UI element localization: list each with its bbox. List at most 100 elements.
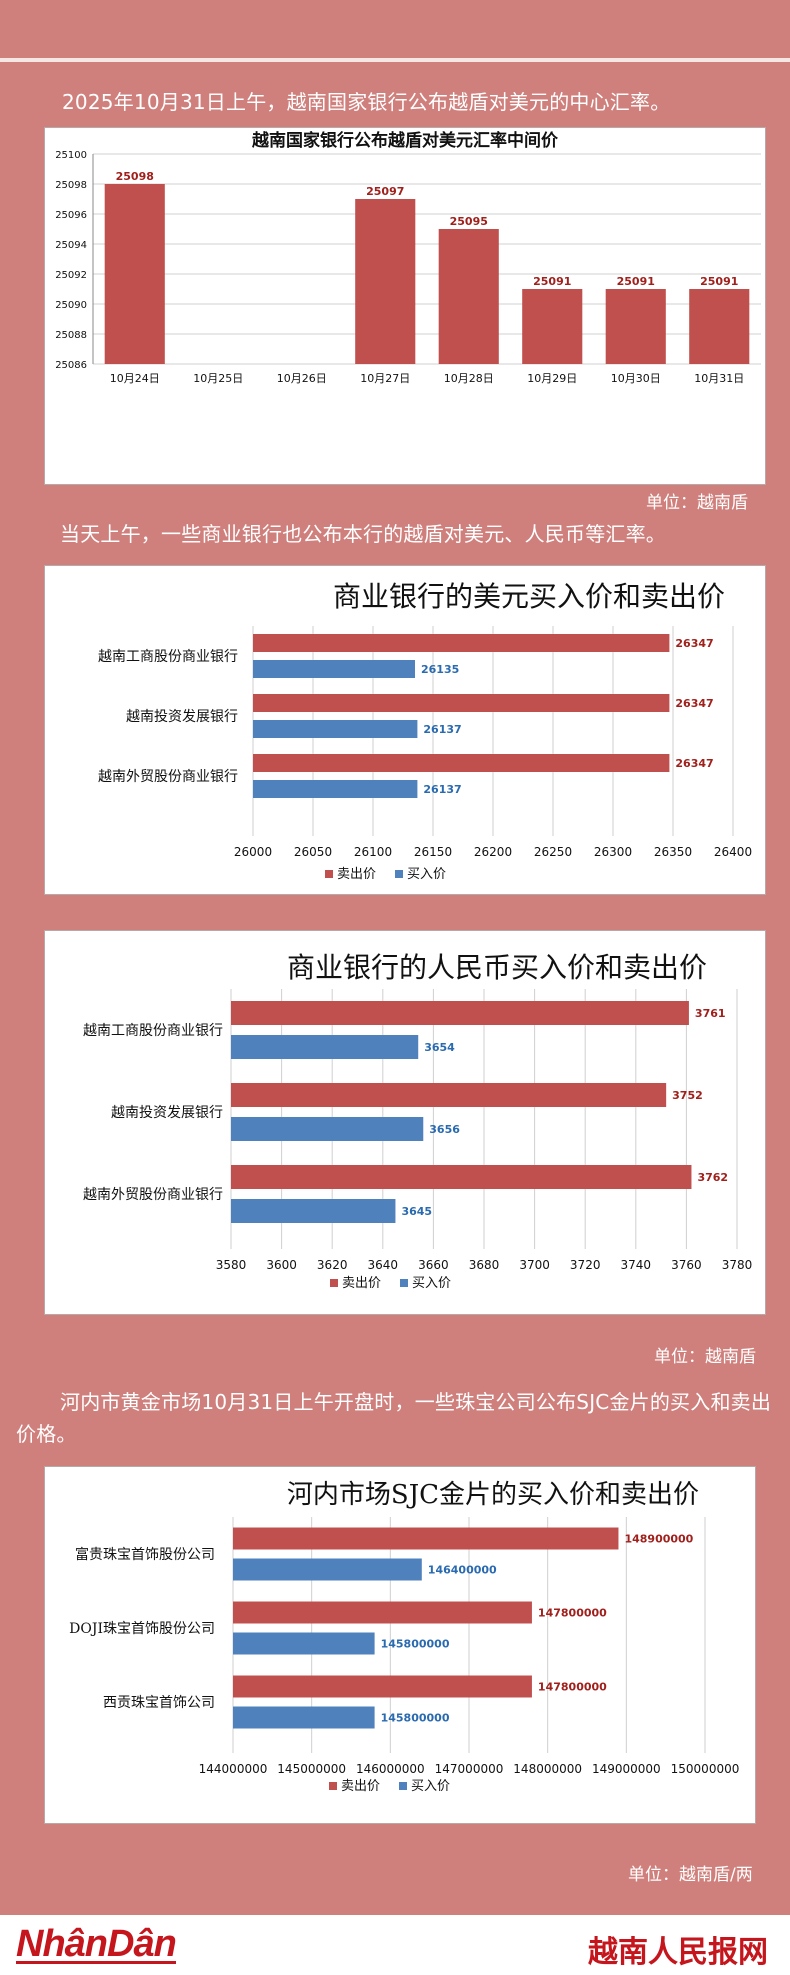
chart-panel-cny: 商业银行的人民币买入价和卖出价 3580 3600 3620 3640 3660 3680 3… [44, 930, 766, 1315]
y-tick-label: 25098 [55, 180, 87, 191]
x-tick-label: 10月29日 [527, 372, 577, 385]
chart-usd-rates: 商业银行的美元买入价和卖出价 26000 26050 26100 26150 26200 2… [98, 580, 752, 882]
data-label: 25091 [617, 275, 655, 288]
x-tick-label: 144000000 [199, 1762, 268, 1776]
legend-label: 买入价 [411, 1779, 450, 1794]
y-tick-label: 25090 [55, 300, 87, 311]
sell-bar [233, 1675, 532, 1698]
sell-bar [253, 634, 670, 652]
chart-panel-central-rate: 越南国家银行公布越盾对美元汇率中间价 25086 25088 25090 25092 25… [44, 127, 766, 485]
data-label: 147800000 [538, 1607, 607, 1620]
x-tick-label: 26050 [294, 845, 332, 859]
unit-label-2: 单位：越南盾 [654, 1347, 756, 1367]
chart-title: 商业银行的美元买入价和卖出价 [333, 580, 725, 613]
category-label: 越南外贸股份商业银行 [83, 1187, 223, 1203]
chart-central-rate: 越南国家银行公布越盾对美元汇率中间价 25086 25088 25090 25092 25… [55, 130, 761, 385]
category-label: 越南外贸股份商业银行 [98, 769, 238, 785]
buy-bar [231, 1035, 419, 1059]
x-tick-label: 145000000 [277, 1762, 346, 1776]
chart-panel-gold: 河内市场SJC金片的买入价和卖出价 144000000 145000000 14600… [44, 1466, 756, 1824]
x-tick-label: 3720 [570, 1258, 601, 1272]
legend-swatch-buy [399, 1782, 407, 1790]
data-label: 26135 [421, 663, 459, 676]
bar [689, 289, 750, 364]
x-tick-label: 26300 [594, 845, 632, 859]
x-tick-label: 26100 [354, 845, 392, 859]
data-label: 3645 [401, 1205, 432, 1218]
x-tick-label: 26250 [534, 845, 572, 859]
top-divider [0, 58, 790, 62]
y-tick-label: 25096 [55, 210, 87, 221]
y-tick-label: 25100 [55, 150, 87, 161]
x-tick-label: 10月25日 [193, 372, 243, 385]
data-label: 25095 [450, 215, 488, 228]
legend-swatch-sell [329, 1782, 337, 1790]
x-tick-label: 3760 [671, 1258, 702, 1272]
sell-bar [231, 1083, 667, 1107]
category-label: 越南投资发展银行 [111, 1105, 223, 1121]
category-label: 越南工商股份商业银行 [98, 649, 238, 665]
legend-label: 卖出价 [337, 867, 376, 882]
buy-bar [231, 1117, 424, 1141]
buy-bar [253, 780, 418, 798]
y-tick-label: 25092 [55, 270, 87, 281]
sell-bar [253, 754, 670, 772]
caption-commercial-banks: 当天上午，一些商业银行也公布本行的越盾对美元、人民币等汇率。 [60, 522, 666, 546]
data-label: 146400000 [428, 1564, 497, 1577]
nhandan-logo[interactable]: NhânDân [16, 1923, 177, 1965]
sell-bar [233, 1601, 532, 1624]
data-label: 26347 [675, 637, 713, 650]
unit-label-3: 单位：越南盾/两 [628, 1865, 753, 1885]
data-label: 25098 [116, 170, 154, 183]
bar [522, 289, 583, 364]
x-tick-label: 26400 [714, 845, 752, 859]
y-tick-label: 25086 [55, 360, 87, 371]
data-label: 3654 [424, 1041, 455, 1054]
data-label: 25097 [366, 185, 404, 198]
category-label: 富贵珠宝首饰股份公司 [75, 1546, 215, 1563]
x-tick-label: 10月27日 [360, 372, 410, 385]
bar [605, 289, 666, 364]
category-label: 越南工商股份商业银行 [83, 1023, 223, 1039]
category-label: DOJI珠宝首饰股份公司 [69, 1621, 215, 1637]
data-label: 26137 [423, 723, 461, 736]
x-tick-label: 10月24日 [110, 372, 160, 385]
x-tick-label: 3780 [722, 1258, 753, 1272]
buy-bar [233, 1558, 422, 1581]
sell-bar [233, 1527, 619, 1550]
chart-title: 越南国家银行公布越盾对美元汇率中间价 [251, 130, 559, 151]
data-label: 26137 [423, 783, 461, 796]
x-tick-label: 149000000 [592, 1762, 661, 1776]
caption-gold: 河内市黄金市场10月31日上午开盘时，一些珠宝公司公布SJC金片的买入和卖出价格… [16, 1390, 772, 1446]
category-label: 西贡珠宝首饰公司 [103, 1695, 215, 1711]
data-label: 147800000 [538, 1681, 607, 1694]
legend-swatch-sell [325, 870, 333, 878]
buy-bar [233, 1706, 375, 1729]
chart-title: 商业银行的人民币买入价和卖出价 [287, 951, 707, 984]
data-label: 25091 [533, 275, 571, 288]
data-label: 3752 [672, 1089, 703, 1102]
x-tick-label: 26150 [414, 845, 452, 859]
x-tick-label: 10月31日 [694, 372, 744, 385]
data-label: 3762 [697, 1171, 728, 1184]
y-tick-label: 25088 [55, 330, 87, 341]
legend-swatch-sell [330, 1279, 338, 1287]
x-tick-label: 148000000 [513, 1762, 582, 1776]
bar [438, 229, 499, 364]
x-tick-label: 3600 [266, 1258, 297, 1272]
site-logo[interactable]: 越南人民报网 [588, 1935, 768, 1970]
x-tick-label: 10月30日 [611, 372, 661, 385]
legend-label: 买入价 [412, 1276, 451, 1291]
unit-label-1: 单位：越南盾 [646, 493, 748, 513]
x-tick-label: 3700 [519, 1258, 550, 1272]
x-tick-label: 3680 [469, 1258, 500, 1272]
buy-bar [253, 660, 415, 678]
chart-title: 河内市场SJC金片的买入价和卖出价 [287, 1480, 699, 1510]
buy-bar [231, 1199, 396, 1223]
data-label: 26347 [675, 697, 713, 710]
footer-bar: NhânDân 越南人民报网 [0, 1915, 790, 1975]
x-tick-label: 3580 [216, 1258, 247, 1272]
x-tick-label: 10月26日 [277, 372, 327, 385]
caption-central-rate: 2025年10月31日上午，越南国家银行公布越盾对美元的中心汇率。 [62, 90, 671, 114]
data-label: 26347 [675, 757, 713, 770]
